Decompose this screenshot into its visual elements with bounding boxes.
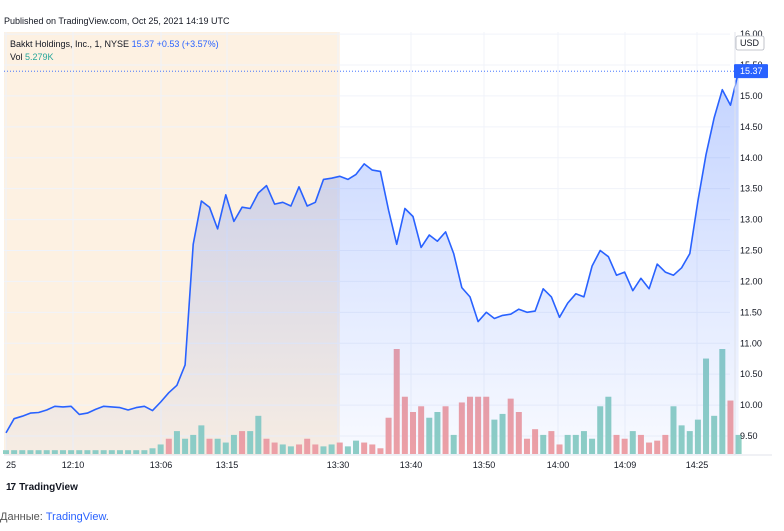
last-price-tag xyxy=(734,64,768,79)
source-prefix: Данные: xyxy=(0,511,46,523)
price-line xyxy=(5,71,740,434)
x-tick-label: 12:10 xyxy=(62,460,85,470)
legend-vol-label: Vol xyxy=(10,52,23,62)
x-tick-label: 13:15 xyxy=(216,460,239,470)
y-tick-label: 14.50 xyxy=(740,122,763,132)
currency-box xyxy=(735,35,765,51)
legend-vol-value: 5.279K xyxy=(25,52,54,62)
published-caption: Published on TradingView.com, Oct 25, 20… xyxy=(4,16,230,26)
y-tick-label: 13.50 xyxy=(740,184,763,194)
y-tick-label: 16.00 xyxy=(740,29,763,39)
y-tick-label: 10.00 xyxy=(740,400,763,410)
y-tick-label: 11.00 xyxy=(740,338,762,348)
tradingview-brand: 17 TradingView xyxy=(6,482,78,493)
last-price-label: 15.37 xyxy=(740,66,763,76)
x-tick-label: 14:00 xyxy=(547,460,570,470)
currency-label: USD xyxy=(740,38,760,48)
y-tick-label: 9.50 xyxy=(740,431,758,441)
y-tick-label: 12.50 xyxy=(740,246,763,256)
legend-change: +0.53 (+3.57%) xyxy=(156,39,219,49)
y-tick-label: 11.50 xyxy=(740,307,762,317)
legend-price: 15.37 xyxy=(131,39,155,49)
y-tick-label: 12.00 xyxy=(740,276,763,286)
x-tick-label: 13:30 xyxy=(327,460,350,470)
source-caption: Данные: TradingView. xyxy=(0,511,109,523)
legend-symbol: Bakkt Holdings, Inc., 1, NYSE xyxy=(10,39,130,49)
x-tick-label: 13:50 xyxy=(473,460,496,470)
x-tick-label: 14:25 xyxy=(686,460,709,470)
price-area xyxy=(6,71,739,455)
x-tick-label: 13:06 xyxy=(150,460,173,470)
x-tick-label: 14:09 xyxy=(614,460,637,470)
y-tick-label: 14.00 xyxy=(740,153,763,163)
y-tick-label: 10.50 xyxy=(740,369,763,379)
x-tick-label: 13:40 xyxy=(400,460,423,470)
source-link[interactable]: TradingView xyxy=(45,511,106,523)
x-tick-label: 25 xyxy=(6,460,16,470)
y-tick-label: 15.00 xyxy=(740,91,763,101)
y-tick-label: 13.00 xyxy=(740,215,763,225)
source-suffix: . xyxy=(105,511,109,523)
price-chart: 9.50 10.00 10.50 11.00 11.50 12.00 12.50 13.00 1… xyxy=(3,29,772,470)
brand-name: TradingView xyxy=(19,482,78,493)
chart-legend: Bakkt Holdings, Inc., 1, NYSE 15.37 +0.5… xyxy=(10,38,219,64)
tradingview-logo-icon: 17 xyxy=(6,482,16,493)
